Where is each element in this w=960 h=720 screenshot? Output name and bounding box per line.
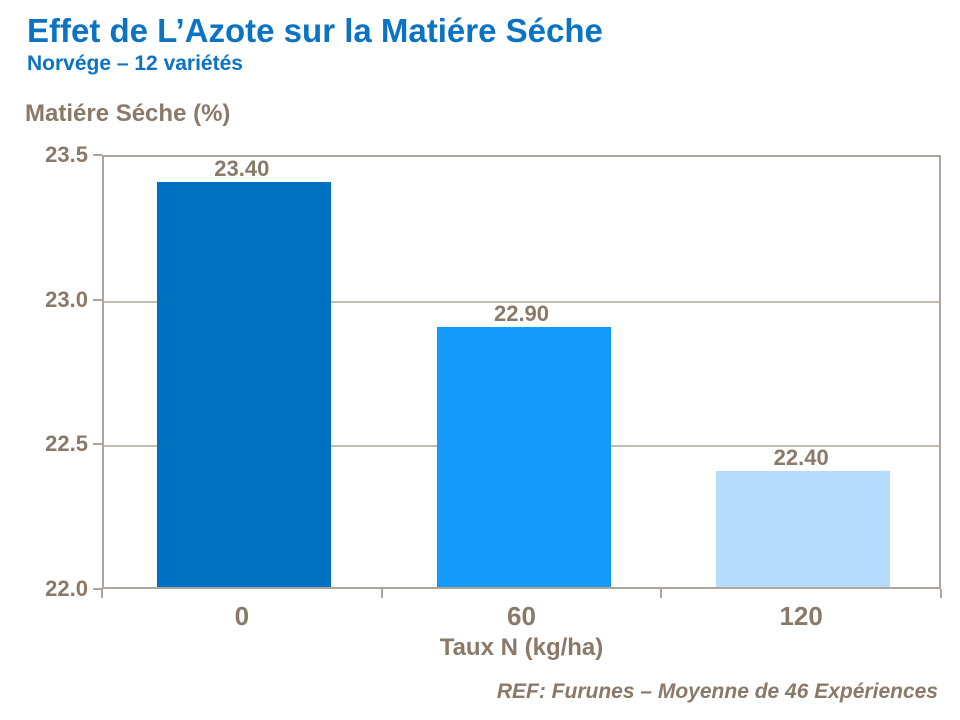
- bar-value-label-0: 23.40: [214, 155, 270, 181]
- y-tick-label-22.5: 22.5: [45, 431, 88, 457]
- y-tick-label-23.5: 23.5: [45, 142, 88, 167]
- bar-60: [436, 326, 611, 587]
- bar-value-label-120: 22.40: [773, 445, 829, 471]
- y-tick-label-23.0: 23.0: [45, 286, 88, 312]
- x-tick-mark: [940, 589, 942, 598]
- plot-area: [102, 155, 941, 589]
- y-tick-mark: [93, 298, 102, 301]
- x-tick-label-120: 120: [779, 601, 823, 631]
- x-tick-mark: [660, 589, 663, 598]
- footer-reference: REF: Furunes – Moyenne de 46 Expériences: [496, 680, 938, 703]
- bar-120: [716, 471, 891, 587]
- bar-value-label-60: 22.90: [493, 300, 550, 326]
- chart-title: Effet de L’Azote sur la Matiére Séche: [27, 12, 603, 49]
- y-tick-label-22.0: 22.0: [45, 576, 88, 601]
- x-tick-mark: [380, 589, 383, 598]
- y-axis-title: Matiére Séche (%): [25, 100, 231, 127]
- gridline-23: [104, 300, 939, 303]
- x-axis-title: Taux N (kg/ha): [439, 634, 604, 661]
- x-tick-label-0: 0: [234, 601, 250, 631]
- bar-0: [156, 181, 331, 587]
- y-tick-mark: [93, 443, 102, 446]
- y-tick-mark: [93, 588, 102, 590]
- y-tick-mark: [93, 154, 102, 156]
- chart-subtitle: Norvége – 12 variétés: [27, 52, 243, 75]
- x-tick-mark: [101, 589, 103, 598]
- x-tick-label-60: 60: [507, 601, 536, 631]
